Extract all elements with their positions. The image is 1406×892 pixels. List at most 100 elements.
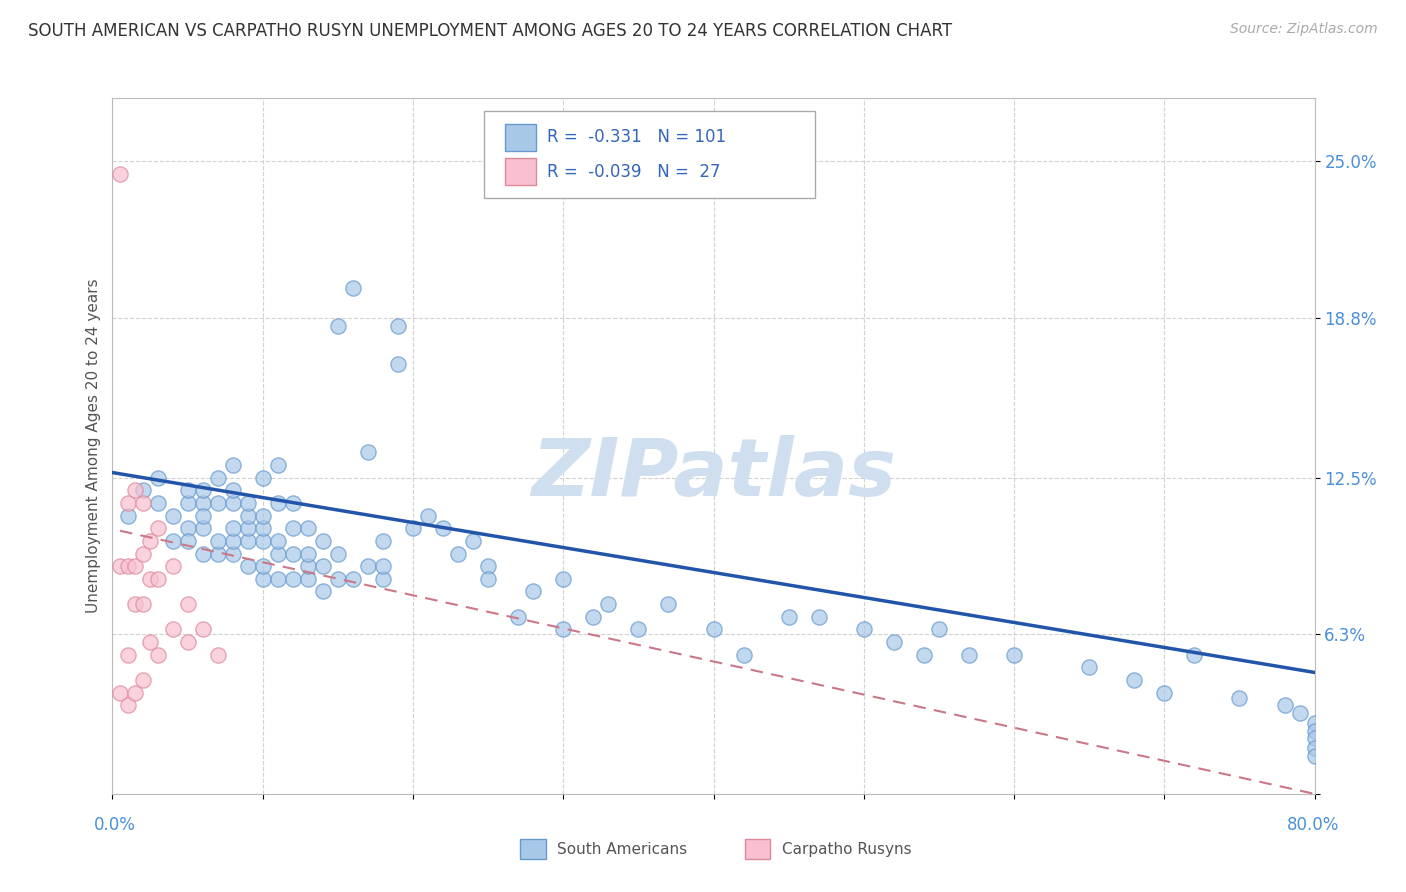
Y-axis label: Unemployment Among Ages 20 to 24 years: Unemployment Among Ages 20 to 24 years [86,278,101,614]
Point [1078,660,1101,674]
Point [267,458,290,472]
Point [207,496,229,510]
Point [131,547,153,561]
Point [312,559,335,574]
Point [124,559,146,574]
Point [252,521,274,535]
Text: 0.0%: 0.0% [94,816,136,834]
Point [236,496,259,510]
Point [117,559,139,574]
Point [267,572,290,586]
Point [146,572,169,586]
Text: R =  -0.039   N =  27: R = -0.039 N = 27 [547,163,721,181]
Point [387,318,409,333]
Point [1303,741,1326,756]
Point [778,609,800,624]
Point [267,547,290,561]
Point [657,597,679,611]
Point [1123,673,1146,687]
Point [1184,648,1206,662]
Point [176,496,198,510]
Point [222,483,245,498]
Point [117,648,139,662]
Point [432,521,454,535]
Point [1303,748,1326,763]
Point [1288,706,1310,720]
Point [1002,648,1025,662]
Point [236,521,259,535]
Point [1274,698,1296,713]
Point [342,281,364,295]
Point [461,533,484,548]
Point [162,559,184,574]
Point [447,547,470,561]
Point [477,559,499,574]
Point [131,673,153,687]
Point [326,318,349,333]
Point [176,521,198,535]
Point [1303,723,1326,738]
Point [1229,690,1251,705]
Point [1303,716,1326,731]
Point [222,533,245,548]
Point [162,533,184,548]
Point [553,623,575,637]
Point [402,521,425,535]
Point [312,584,335,599]
Point [627,623,650,637]
Point [146,470,169,484]
Point [207,470,229,484]
Point [807,609,830,624]
Text: R =  -0.331   N = 101: R = -0.331 N = 101 [547,128,727,146]
Point [281,547,304,561]
Text: Carpatho Rusyns: Carpatho Rusyns [782,842,911,856]
Point [207,648,229,662]
Point [252,508,274,523]
Point [139,635,162,649]
Point [191,483,214,498]
Point [883,635,905,649]
Point [267,533,290,548]
Point [108,686,131,700]
Point [281,521,304,535]
Point [131,496,153,510]
Point [139,572,162,586]
Text: SOUTH AMERICAN VS CARPATHO RUSYN UNEMPLOYMENT AMONG AGES 20 TO 24 YEARS CORRELAT: SOUTH AMERICAN VS CARPATHO RUSYN UNEMPLO… [28,22,952,40]
Point [957,648,980,662]
Point [267,496,290,510]
Point [702,623,725,637]
Point [1153,686,1175,700]
Point [222,458,245,472]
Point [124,483,146,498]
Point [146,496,169,510]
Point [207,533,229,548]
Point [371,559,394,574]
Point [357,559,380,574]
Point [131,597,153,611]
Point [852,623,875,637]
Point [191,521,214,535]
Point [252,533,274,548]
Point [733,648,755,662]
Point [912,648,935,662]
Point [281,572,304,586]
Point [117,508,139,523]
Point [176,483,198,498]
Point [124,686,146,700]
Point [387,357,409,371]
Point [553,572,575,586]
Point [357,445,380,459]
Point [928,623,950,637]
Point [222,496,245,510]
Point [176,533,198,548]
Point [312,533,335,548]
Point [522,584,544,599]
Point [176,597,198,611]
Text: 80.0%: 80.0% [1286,816,1340,834]
Point [1303,731,1326,746]
Point [131,483,153,498]
Point [477,572,499,586]
Point [236,559,259,574]
Point [191,547,214,561]
Point [222,521,245,535]
